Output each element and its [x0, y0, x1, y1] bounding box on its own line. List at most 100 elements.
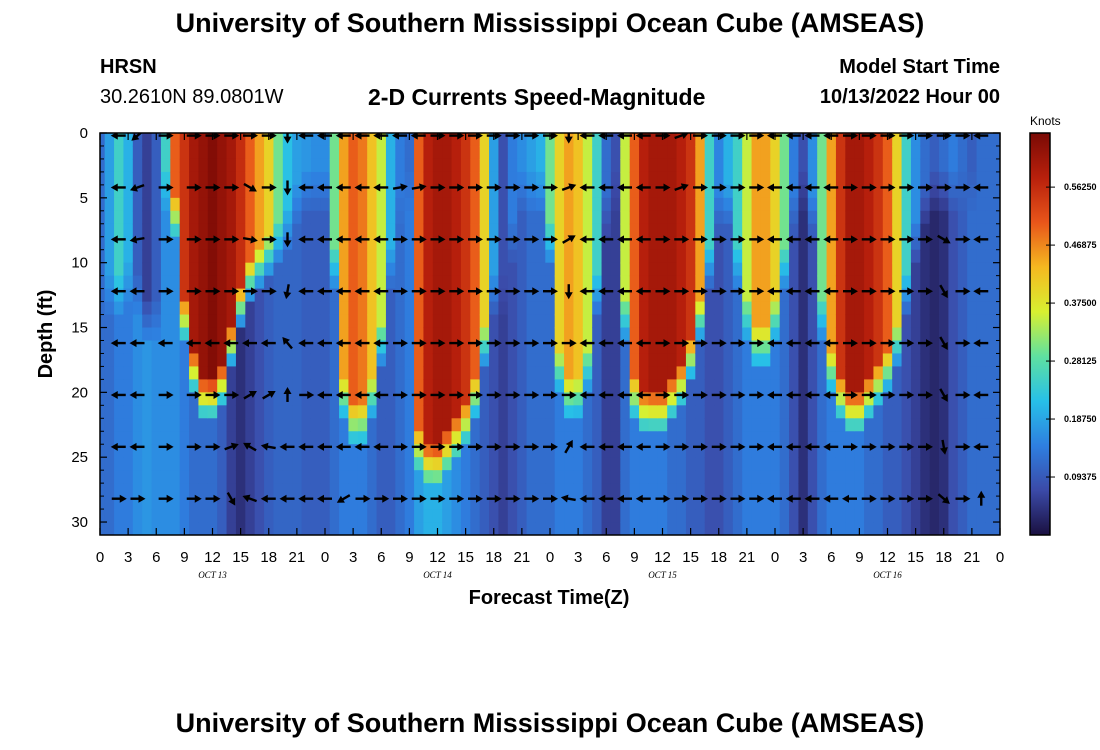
heatmap-cell — [582, 327, 593, 342]
heatmap-cell — [760, 288, 771, 303]
current-vector — [260, 339, 276, 348]
heatmap-cell — [282, 249, 293, 264]
heatmap-cell — [817, 197, 828, 212]
heatmap-cell — [639, 405, 650, 419]
heatmap-cell — [498, 262, 509, 277]
heatmap-cell — [207, 314, 218, 329]
heatmap-cell — [339, 496, 350, 510]
current-vector — [335, 183, 351, 192]
heatmap-cell — [957, 210, 968, 225]
heatmap-cell — [100, 457, 106, 471]
heatmap-cell — [732, 457, 743, 471]
heatmap-cell — [901, 158, 912, 173]
heatmap-cell — [601, 210, 612, 225]
heatmap-cell — [123, 470, 134, 484]
heatmap-cell — [535, 314, 546, 329]
heatmap-cell — [217, 197, 228, 212]
current-vector — [693, 287, 708, 296]
heatmap-cell — [910, 340, 921, 355]
heatmap-cell — [779, 158, 790, 173]
current-vector — [579, 133, 595, 140]
heatmap-cell — [320, 444, 331, 458]
heatmap-cell — [100, 405, 106, 419]
heatmap-cell — [554, 496, 565, 510]
current-vector — [918, 442, 933, 451]
heatmap-cell — [245, 353, 256, 368]
heatmap-cell — [948, 353, 959, 368]
heatmap-cell — [189, 262, 200, 277]
heatmap-cell — [423, 366, 434, 380]
heatmap-cell — [245, 444, 256, 458]
heatmap-cell — [957, 171, 968, 186]
heatmap-cell — [310, 431, 321, 445]
heatmap-cell — [742, 184, 753, 199]
heatmap-cell — [414, 223, 425, 238]
heatmap-cell — [535, 457, 546, 471]
heatmap-cell — [985, 392, 996, 406]
heatmap-cell — [582, 262, 593, 277]
current-vector — [973, 133, 989, 140]
heatmap-cell — [592, 223, 603, 238]
heatmap-cell — [910, 405, 921, 419]
heatmap-cell — [264, 392, 275, 406]
heatmap-cell — [892, 392, 903, 406]
heatmap-cell — [601, 145, 612, 160]
heatmap-cell — [798, 509, 809, 523]
heatmap-cell — [807, 431, 818, 445]
heatmap-cell — [910, 431, 921, 445]
heatmap-cell — [132, 483, 143, 497]
heatmap-cell — [226, 223, 237, 238]
heatmap-cell — [639, 314, 650, 329]
heatmap-cell — [273, 509, 284, 523]
heatmap-cell — [179, 431, 190, 445]
heatmap-cell — [526, 444, 537, 458]
heatmap-cell — [685, 171, 696, 186]
current-vector — [804, 339, 820, 348]
heatmap-cell — [807, 197, 818, 212]
heatmap-cell — [292, 470, 303, 484]
heatmap-cell — [320, 262, 331, 277]
heatmap-cell — [770, 418, 781, 432]
heatmap-cell — [854, 275, 865, 290]
heatmap-cell — [498, 223, 509, 238]
heatmap-cell — [507, 210, 518, 225]
heatmap-cell — [817, 210, 828, 225]
heatmap-cell — [226, 249, 237, 264]
heatmap-cell — [948, 496, 959, 510]
heatmap-cell — [114, 210, 125, 225]
heatmap-cell — [957, 496, 968, 510]
current-vector — [282, 336, 293, 350]
heatmap-cell — [479, 133, 490, 147]
heatmap-cell — [189, 210, 200, 225]
heatmap-cell — [610, 197, 621, 212]
heatmap-cell — [920, 327, 931, 342]
heatmap-cell — [807, 314, 818, 329]
heatmap-cell — [470, 171, 481, 186]
heatmap-cell — [207, 379, 218, 393]
heatmap-cell — [873, 418, 884, 432]
heatmap-cell — [535, 444, 546, 458]
heatmap-cell — [367, 353, 378, 368]
heatmap-cell — [132, 470, 143, 484]
current-vector — [283, 232, 292, 248]
heatmap-cell — [179, 223, 190, 238]
heatmap-cell — [901, 470, 912, 484]
heatmap-cell — [301, 366, 312, 380]
heatmap-cell — [395, 496, 406, 510]
current-vector — [410, 133, 426, 140]
heatmap-cell — [385, 522, 396, 535]
model-start-value: 10/13/2022 Hour 00 — [819, 86, 1000, 108]
x-tick-label: 6 — [602, 549, 610, 566]
heatmap-cell — [264, 210, 275, 225]
heatmap-cell — [601, 249, 612, 264]
current-vector — [674, 390, 690, 399]
current-vector — [711, 183, 727, 192]
current-vector — [936, 133, 952, 140]
day-label: OCT 13 — [198, 570, 227, 580]
heatmap-cell — [704, 314, 715, 329]
current-vector — [298, 287, 314, 296]
x-tick-label: 9 — [405, 549, 413, 566]
heatmap-cell — [451, 236, 462, 251]
heatmap-cell — [189, 379, 200, 393]
heatmap-cell — [535, 366, 546, 380]
